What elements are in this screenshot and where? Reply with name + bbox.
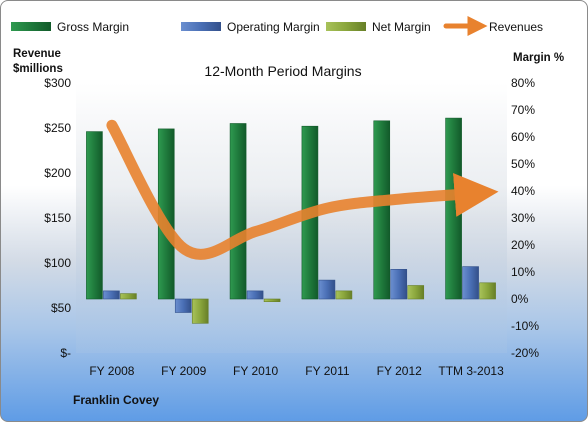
left-axis-label-line1: Revenue (13, 48, 61, 60)
right-axis-label: Margin % (513, 52, 564, 64)
category-label: FY 2012 (377, 364, 422, 378)
legend-net-margin: Net Margin (326, 20, 431, 34)
left-axis-ticks: $- $50 $100 $150 $200 $250 $300 (44, 76, 71, 360)
right-tick-label: 70% (511, 103, 535, 117)
net-margin-bar (407, 285, 425, 300)
right-tick-label: 80% (511, 76, 535, 90)
category-label: FY 2010 (233, 364, 278, 378)
right-tick-label: 50% (511, 157, 535, 171)
legend-revenues: Revenues (443, 16, 543, 36)
right-tick-label: 10% (511, 265, 535, 279)
left-tick-label: $150 (44, 211, 71, 225)
right-tick-label: 0% (511, 292, 529, 306)
legend-gross-margin-swatch (11, 22, 51, 31)
left-tick-label: $100 (44, 256, 71, 270)
net-margin-bar (335, 290, 353, 300)
category-label: FY 2008 (89, 364, 134, 378)
operating-margin-bar (390, 268, 408, 300)
net-margin-bar (263, 298, 281, 302)
left-tick-label: $200 (44, 166, 71, 180)
chart-title: 12-Month Period Margins (204, 63, 361, 79)
legend-operating-margin-swatch (181, 22, 221, 31)
operating-margin-bar (174, 298, 192, 313)
operating-margin-bar (103, 290, 120, 300)
legend: Gross Margin Operating Margin Net Margin… (11, 16, 543, 36)
left-tick-label: $300 (44, 76, 71, 90)
right-tick-label: 60% (511, 130, 535, 144)
revenues-line (106, 119, 499, 260)
left-axis-label-line2: $millions (13, 63, 63, 75)
bars (86, 117, 496, 324)
operating-margin-bar (246, 290, 264, 300)
legend-revenues-label: Revenues (489, 20, 543, 34)
right-tick-label: 20% (511, 238, 535, 252)
legend-net-margin-swatch (326, 22, 366, 31)
right-axis-ticks: -20% -10% 0% 10% 20% 30% 40% 50% 60% 70% 80% (511, 76, 539, 360)
legend-operating-margin: Operating Margin (181, 20, 320, 34)
left-tick-label: $250 (44, 121, 71, 135)
gross-margin-bar (445, 117, 462, 300)
gross-margin-bar (229, 123, 247, 300)
company-name: Franklin Covey (73, 393, 159, 407)
legend-net-margin-label: Net Margin (372, 20, 431, 34)
category-label: FY 2011 (305, 364, 350, 378)
category-label: FY 2009 (161, 364, 206, 378)
net-margin-bar (120, 293, 137, 300)
revenues-line-path (106, 119, 499, 260)
legend-operating-margin-label: Operating Margin (227, 20, 320, 34)
legend-gross-margin: Gross Margin (11, 20, 129, 34)
right-tick-label: -10% (511, 319, 539, 333)
net-margin-bar (479, 282, 496, 300)
net-margin-bar (191, 298, 209, 324)
right-tick-label: 40% (511, 184, 535, 198)
category-label: TTM 3-2013 (438, 364, 504, 378)
legend-gross-margin-label: Gross Margin (57, 20, 129, 34)
category-axis-ticks: FY 2008 FY 2009 FY 2010 FY 2011 FY 2012 TTM 3… (89, 364, 504, 378)
right-tick-label: 30% (511, 211, 535, 225)
operating-margin-bar (462, 266, 479, 300)
gross-margin-bar (86, 131, 103, 300)
right-tick-label: -20% (511, 346, 539, 360)
left-tick-label: $50 (51, 301, 71, 315)
operating-margin-bar (318, 279, 336, 300)
gross-margin-bar (373, 120, 391, 300)
left-tick-label: $- (60, 346, 71, 360)
